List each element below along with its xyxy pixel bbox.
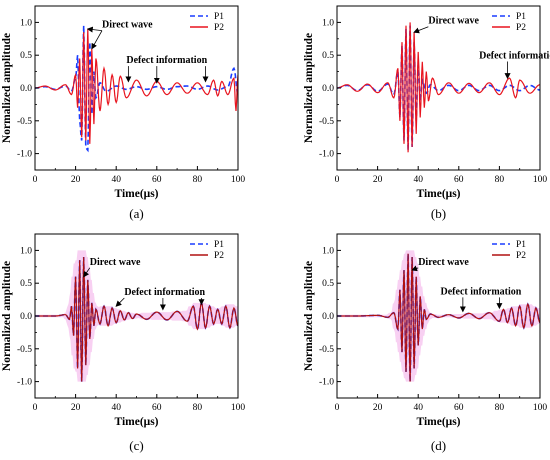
y-tick-label: -0.5 [319, 345, 334, 355]
annotation-arrow [411, 265, 419, 272]
panel-label: (b) [431, 206, 446, 221]
x-tick-label: 0 [335, 175, 340, 185]
annotation-text: Direct wave [102, 20, 153, 31]
x-tick-label: 0 [33, 175, 38, 185]
series-line-p2 [35, 256, 238, 382]
annotation-text: Direct wave [90, 257, 141, 268]
y-tick-label: 0.0 [322, 312, 334, 322]
x-tick-label: 20 [373, 403, 383, 413]
x-tick-label: 20 [71, 403, 81, 413]
panel-label: (d) [431, 438, 446, 453]
y-tick-label: -1.0 [17, 150, 32, 160]
series-line-p1 [35, 25, 238, 153]
envelope-shade [337, 250, 540, 382]
legend-label-p1: P1 [214, 12, 224, 22]
x-tick-label: 80 [495, 175, 505, 185]
x-tick-label: 40 [111, 403, 121, 413]
x-tick-label: 100 [231, 403, 246, 413]
y-axis-title: Normalized amplitude [303, 33, 315, 143]
y-tick-label: 0.0 [322, 84, 334, 94]
x-tick-label: 60 [152, 403, 162, 413]
annotation-arrow [91, 30, 103, 50]
x-tick-label: 40 [413, 175, 423, 185]
annotation-text: Direct wave [418, 257, 469, 268]
annotation-arrow [115, 297, 125, 307]
chart-panel-c: 0 20 40 60 80 100 -1.0 -0.5 0.0 0.5 1.0 Time(μs) Nor… [1, 233, 246, 453]
panel-label: (c) [129, 438, 143, 453]
x-tick-label: 80 [193, 403, 203, 413]
annotation-text: Defect information [441, 286, 522, 297]
y-tick-label: 0.5 [20, 51, 32, 61]
series-line-p2 [35, 28, 238, 144]
y-tick-label: 0.5 [20, 279, 32, 289]
chart-panel-b: 0 20 40 60 80 100 -1.0 -0.5 0.0 0.5 1.0 Time(μs) Nor… [303, 5, 550, 221]
y-tick-label: 1.0 [20, 246, 32, 256]
legend-label-p2: P2 [214, 23, 224, 33]
x-axis-title: Time(μs) [417, 188, 461, 200]
legend-label-p1: P1 [516, 240, 526, 250]
legend-label-p1: P1 [214, 240, 224, 250]
x-tick-label: 40 [111, 175, 121, 185]
x-axis-title: Time(μs) [417, 416, 461, 428]
x-tick-label: 100 [533, 403, 548, 413]
chart-panel-d: 0 20 40 60 80 100 -1.0 -0.5 0.0 0.5 1.0 Time(μs) Nor… [303, 233, 548, 453]
y-tick-label: -1.0 [319, 150, 334, 160]
x-tick-label: 100 [231, 175, 246, 185]
annotation-text: Direct wave [428, 16, 479, 27]
x-tick-label: 60 [454, 175, 464, 185]
y-tick-label: 1.0 [322, 246, 334, 256]
y-axis-title: Normalized amplitude [1, 33, 13, 143]
legend-label-p1: P1 [516, 12, 526, 22]
y-axis-title: Normalized amplitude [303, 261, 315, 371]
x-tick-label: 100 [533, 175, 548, 185]
x-tick-label: 80 [495, 403, 505, 413]
chart-panel-a: 0 20 40 60 80 100 -1.0 -0.5 0.0 0.5 1.0 Time(μs) Nor… [1, 5, 246, 221]
x-tick-label: 20 [71, 175, 81, 185]
annotation-text: Defect information [126, 55, 207, 66]
y-tick-label: -0.5 [17, 117, 32, 127]
y-tick-label: -0.5 [17, 345, 32, 355]
annotation-text: Defect information [124, 287, 205, 298]
annotation-arrow [86, 26, 103, 33]
y-tick-label: -1.0 [17, 378, 32, 388]
x-tick-label: 20 [373, 175, 383, 185]
y-tick-label: -0.5 [319, 117, 334, 127]
y-tick-label: 1.0 [322, 18, 334, 28]
legend-label-p2: P2 [516, 251, 526, 261]
x-tick-label: 60 [152, 175, 162, 185]
series-line-p2 [337, 22, 540, 153]
y-tick-label: 1.0 [20, 18, 32, 28]
panel-label: (a) [129, 206, 143, 221]
plot-frame [336, 5, 541, 171]
annotation-arrow [413, 26, 429, 34]
y-tick-label: 0.0 [20, 312, 32, 322]
annotation-text: Defect information [479, 50, 550, 61]
y-tick-label: 0.5 [322, 279, 334, 289]
x-tick-label: 0 [335, 403, 340, 413]
x-axis-title: Time(μs) [115, 188, 159, 200]
y-tick-label: -1.0 [319, 378, 334, 388]
x-tick-label: 60 [454, 403, 464, 413]
legend-label-p2: P2 [214, 251, 224, 261]
series-line-p2 [337, 253, 540, 382]
annotation-arrow [83, 267, 91, 278]
y-axis-title: Normalized amplitude [1, 261, 13, 371]
x-tick-label: 0 [33, 403, 38, 413]
x-axis-title: Time(μs) [115, 416, 159, 428]
y-tick-label: 0.0 [20, 84, 32, 94]
y-tick-label: 0.5 [322, 51, 334, 61]
x-tick-label: 80 [193, 175, 203, 185]
series-line-p1 [337, 25, 540, 151]
legend-label-p2: P2 [516, 23, 526, 33]
x-tick-label: 40 [413, 403, 423, 413]
